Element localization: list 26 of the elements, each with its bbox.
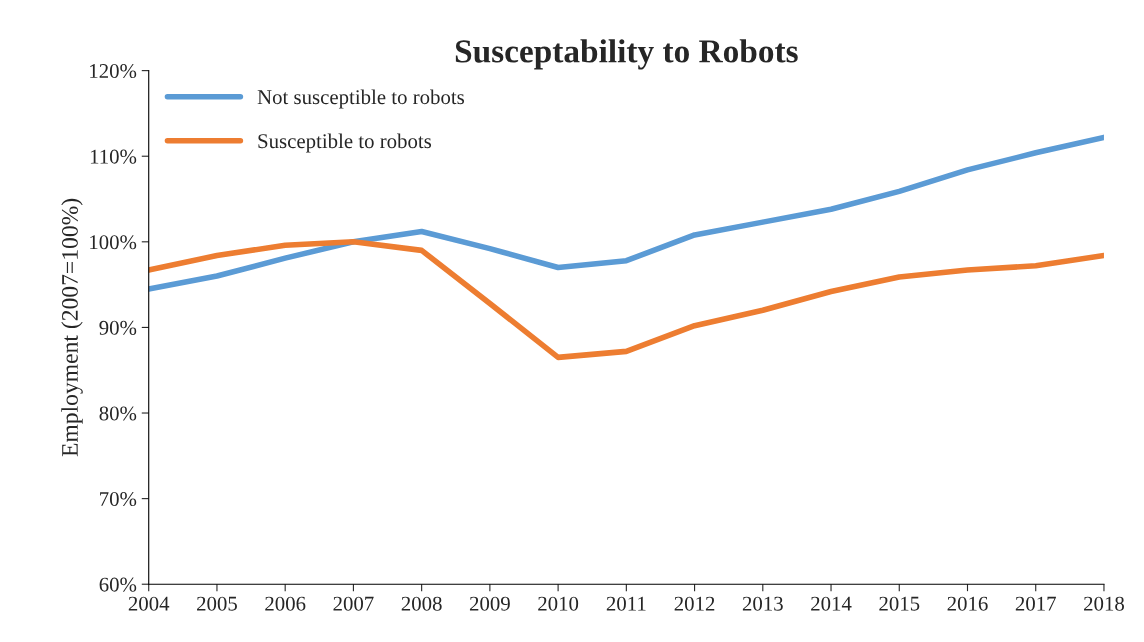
x-tick-label: 2016 bbox=[947, 596, 988, 611]
x-tick-label: 2018 bbox=[1084, 596, 1124, 611]
x-tick-label: 2014 bbox=[811, 596, 852, 611]
legend-label: Not susceptible to robots bbox=[257, 89, 465, 109]
x-tick-label: 2004 bbox=[128, 596, 170, 611]
x-tick-label: 2008 bbox=[401, 596, 442, 611]
x-tick-label: 2017 bbox=[1015, 596, 1056, 611]
x-tick-label: 2015 bbox=[879, 596, 920, 611]
x-tick-label: 2009 bbox=[469, 596, 510, 611]
y-tick-label: 100% bbox=[90, 235, 137, 250]
y-tick-label: 110% bbox=[90, 149, 137, 164]
x-tick-label: 2011 bbox=[606, 596, 646, 611]
legend-label: Susceptible to robots bbox=[258, 133, 432, 153]
chart-title: Susceptability to Robots bbox=[455, 39, 798, 70]
y-tick-label: 80% bbox=[99, 406, 137, 421]
x-tick-label: 2006 bbox=[265, 596, 306, 611]
y-tick-label: 120% bbox=[90, 63, 137, 79]
x-tick-label: 2012 bbox=[674, 596, 715, 611]
x-tick-label: 2005 bbox=[197, 596, 237, 611]
y-tick-label: 90% bbox=[99, 320, 137, 335]
y-axis-title: Employment (2007=100%) bbox=[61, 198, 83, 457]
y-tick-label: 70% bbox=[100, 491, 137, 507]
x-tick-label: 2010 bbox=[538, 596, 579, 611]
x-tick-label: 2007 bbox=[333, 596, 374, 611]
x-tick-label: 2013 bbox=[742, 596, 783, 611]
y-tick-label: 60% bbox=[99, 577, 137, 592]
